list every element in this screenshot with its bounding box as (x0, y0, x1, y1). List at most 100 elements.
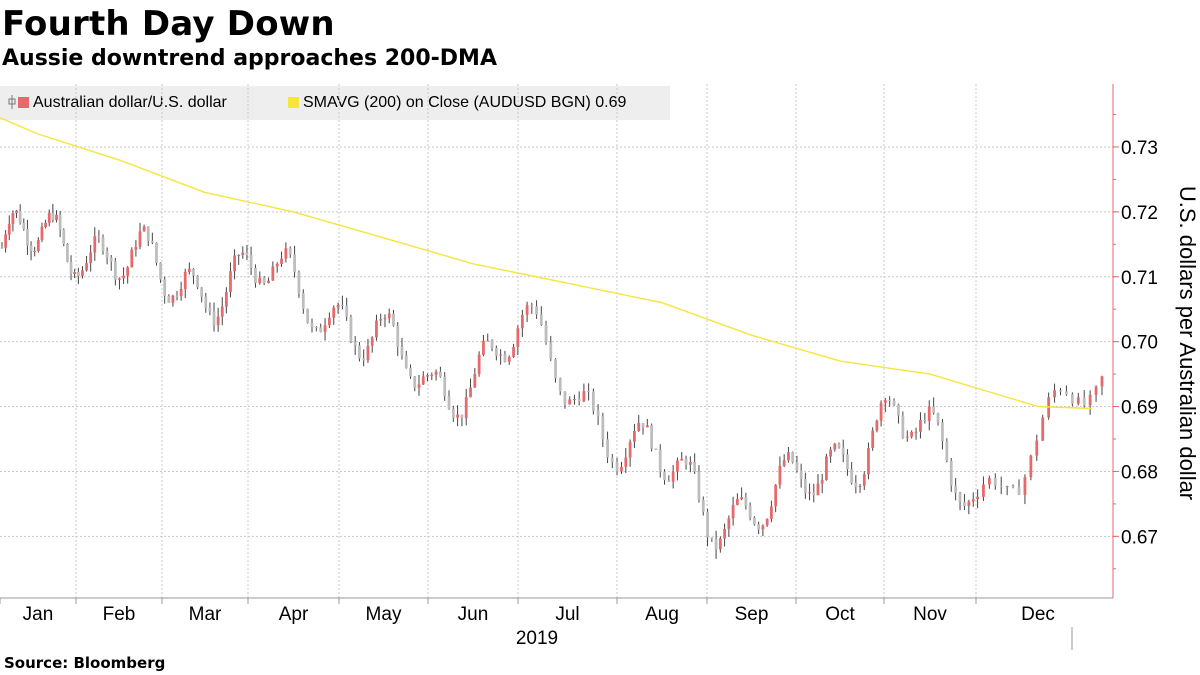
price-bar (76, 272, 80, 276)
price-bar (89, 252, 93, 264)
price-bar (1035, 440, 1039, 456)
x-tick-label-oct: Oct (825, 604, 855, 625)
price-bar (353, 341, 357, 346)
price-bar (101, 237, 105, 252)
price-bar (1023, 477, 1027, 495)
price-bar (624, 457, 628, 467)
price-bar (516, 328, 520, 348)
price-bar (109, 257, 113, 262)
price-bar (641, 423, 645, 428)
x-tick-label-jul: Jul (555, 604, 579, 625)
price-bar (36, 239, 40, 251)
price-bar (525, 305, 529, 315)
legend-item-sma: SMAVG (200) on Close (AUDUSD BGN) 0.69 (288, 94, 626, 112)
price-bar (81, 270, 84, 276)
price-bar (862, 474, 866, 486)
price-bar (650, 425, 654, 449)
price-bar (812, 492, 816, 496)
price-bar (841, 447, 845, 455)
price-bar (663, 471, 666, 481)
price-bar (680, 458, 684, 461)
price-bar (577, 399, 581, 402)
legend-label-audusd: Australian dollar/U.S. dollar (33, 94, 227, 111)
x-axis: Jan Feb Mar Apr May Jun Jul Aug Sep Oct Nov Dec (0, 597, 1113, 650)
price-bar (1070, 394, 1074, 404)
price-bar (22, 223, 26, 230)
price-bar (787, 452, 790, 461)
price-bar (658, 449, 662, 472)
price-bar (464, 397, 468, 419)
price-bar (44, 222, 47, 227)
price-bar (539, 314, 543, 325)
price-bar (905, 436, 909, 438)
price-bar (1029, 455, 1033, 478)
price-bar (654, 448, 658, 450)
price-bar (757, 524, 761, 530)
x-tick-label-jun: Jun (458, 604, 489, 625)
sma-200-line (0, 117, 1093, 410)
price-bar (871, 430, 875, 449)
price-bar (51, 212, 55, 221)
price-bar (134, 246, 138, 250)
price-bar (735, 499, 739, 505)
price-bar (66, 244, 69, 262)
x-tick-label-aug: Aug (645, 604, 679, 625)
price-bar (434, 371, 438, 375)
price-bar (301, 293, 305, 309)
x-tick-label-nov: Nov (913, 604, 947, 625)
price-bar (684, 458, 688, 465)
price-bar (1059, 390, 1062, 392)
price-bar (370, 337, 374, 346)
price-bar (701, 499, 705, 512)
price-bar (297, 272, 301, 294)
price-bar (596, 410, 600, 417)
price-bar (118, 278, 121, 280)
price-bar (667, 480, 671, 482)
price-bar (671, 471, 675, 482)
price-bar (332, 307, 336, 318)
price-bar (697, 471, 701, 500)
price-bar (854, 483, 858, 487)
price-bar (782, 460, 786, 466)
price-bar (892, 400, 896, 405)
price-bar (241, 252, 245, 256)
price-bar (718, 538, 722, 550)
price-bar (628, 441, 632, 458)
price-bar (105, 251, 109, 258)
price-bar (879, 402, 883, 421)
price-bar (40, 226, 44, 240)
price-bar (262, 277, 266, 284)
price-bar (314, 327, 318, 329)
price-bar (633, 431, 636, 442)
price-bar (275, 263, 279, 267)
price-bar (421, 376, 425, 385)
price-bar (113, 261, 117, 280)
price-bar (155, 242, 158, 263)
price-bar (486, 340, 490, 342)
price-bar (897, 404, 900, 416)
price-bar (439, 371, 442, 377)
candle-legend-icon (8, 95, 16, 109)
price-bar (413, 376, 417, 388)
price-bar (958, 493, 962, 502)
price-bar (987, 478, 991, 485)
price-bar (582, 391, 586, 402)
price-bar (451, 408, 455, 418)
legend-label-sma: SMAVG (200) on Close (AUDUSD BGN) 0.69 (303, 94, 627, 111)
price-bar (507, 356, 511, 362)
y-tick-label: 0.70 (1121, 333, 1158, 354)
price-bar (1100, 376, 1104, 387)
price-bar (150, 240, 154, 243)
price-bar (447, 396, 451, 409)
price-bar (1082, 397, 1086, 406)
price-bar (714, 538, 718, 550)
price-bar (941, 422, 944, 442)
price-bar (706, 511, 709, 538)
price-bar (936, 412, 940, 423)
price-bar (85, 263, 88, 271)
price-bar (765, 519, 769, 526)
price-bar (778, 465, 782, 485)
price-bar (919, 420, 922, 432)
price-bar (808, 492, 811, 494)
price-bar (400, 346, 404, 356)
